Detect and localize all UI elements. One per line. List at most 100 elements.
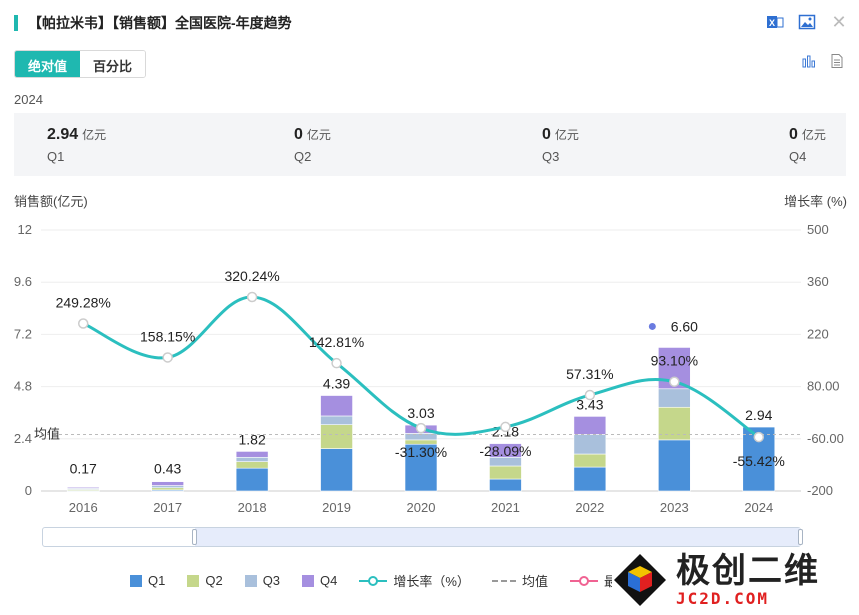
summary-value: 0 xyxy=(542,126,551,143)
summary-value: 0 xyxy=(294,126,303,143)
percentage-tab[interactable]: 百分比 xyxy=(80,51,146,77)
y2-tick-label: 220 xyxy=(807,326,829,341)
bar-segment-q2 xyxy=(573,453,607,468)
growth-point xyxy=(584,389,596,401)
x-tick-label: 2017 xyxy=(153,500,182,515)
growth-point xyxy=(500,421,511,433)
value-mode-toggle: 绝对值 百分比 xyxy=(14,50,147,78)
right-axis-title: 增长率 (%) xyxy=(784,194,847,209)
summary-quarter: Q4 xyxy=(789,149,807,164)
x-tick-label: 2024 xyxy=(744,500,773,515)
growth-label: -31.30% xyxy=(395,444,447,460)
growth-point xyxy=(331,357,342,369)
x-tick-label: 2016 xyxy=(69,500,98,515)
slider-right-handle[interactable] xyxy=(798,529,803,545)
summary-q4: 0 亿元 Q4 xyxy=(789,126,826,164)
x-tick-label: 2020 xyxy=(407,500,436,515)
bar-segment-q3 xyxy=(151,485,184,489)
x-tick-label: 2023 xyxy=(660,500,689,515)
legend-line-swatch xyxy=(569,575,598,587)
summary-quarter: Q3 xyxy=(542,149,560,164)
summary-unit: 亿元 xyxy=(306,128,331,142)
growth-label: 249.28% xyxy=(56,294,111,310)
x-tick-label: 2022 xyxy=(575,500,604,515)
y-tick-label: 7.2 xyxy=(14,326,32,341)
title-accent-bar xyxy=(14,15,18,31)
close-icon[interactable]: ✕ xyxy=(831,11,847,32)
y-tick-label: 12 xyxy=(18,222,32,237)
legend-average[interactable]: 均值 xyxy=(491,571,548,590)
bar-total-label: 0.43 xyxy=(154,461,181,477)
left-axis-title: 销售额(亿元) xyxy=(14,194,88,209)
growth-label: 320.24% xyxy=(224,268,279,284)
document-icon[interactable] xyxy=(829,53,845,69)
bar-chart-icon[interactable] xyxy=(801,53,817,69)
legend-label: 增长率（%） xyxy=(393,574,470,589)
slider-left-handle[interactable] xyxy=(192,529,197,545)
summary-q3: 0 亿元 Q3 xyxy=(542,126,579,164)
bar-segment-q1 xyxy=(489,478,522,492)
sales-trend-chart[interactable]: 0 2.4 4.8 7.2 9.6 12 -200 -60.00 80.00 220 360 500 2… xyxy=(0,215,859,520)
x-tick-label: 2021 xyxy=(491,500,520,515)
view-switcher xyxy=(801,53,845,69)
x-tick-label: 2019 xyxy=(322,500,351,515)
y-tick-label: 9.6 xyxy=(14,274,32,289)
bar-total-label: 6.60 xyxy=(671,318,698,334)
legend-swatch xyxy=(302,574,315,587)
legend-dash-swatch xyxy=(491,579,516,582)
summary-unit: 亿元 xyxy=(82,128,107,142)
legend-growth[interactable]: 增长率（%） xyxy=(359,571,470,590)
bar-total-label: 3.03 xyxy=(407,405,434,421)
absolute-value-tab[interactable]: 绝对值 xyxy=(15,51,81,77)
bar-segment-q4 xyxy=(573,416,607,435)
bar-segment-q1 xyxy=(320,448,353,492)
data-zoom-slider[interactable] xyxy=(42,527,803,547)
bar-segment-q4 xyxy=(320,395,353,417)
legend-q1[interactable]: Q1 xyxy=(130,573,165,588)
growth-point xyxy=(246,291,258,303)
legend-swatch xyxy=(130,574,142,587)
legend-q3[interactable]: Q3 xyxy=(244,573,281,588)
legend-label: Q1 xyxy=(148,573,166,588)
bar-total-label: 2.94 xyxy=(745,407,772,423)
y-tick-label: 4.8 xyxy=(14,379,32,394)
bar-total-label: 0.17 xyxy=(70,461,97,477)
bar-segment-q2 xyxy=(489,465,522,480)
bar-segment-q3 xyxy=(320,415,353,425)
bar-segment-q2 xyxy=(658,406,691,441)
bar-segment-q4 xyxy=(66,487,100,489)
summary-quarter: Q1 xyxy=(47,149,65,164)
bar-total-label: 1.82 xyxy=(238,431,265,447)
legend-label: Q3 xyxy=(262,573,281,588)
legend-max[interactable]: 最 xyxy=(569,571,617,590)
image-export-icon[interactable] xyxy=(797,12,817,32)
bar-segment-q3 xyxy=(658,388,691,408)
bar-segment-q3 xyxy=(573,434,607,455)
excel-export-icon[interactable]: X xyxy=(765,12,785,32)
year-label: 2024 xyxy=(14,92,43,107)
bar-segment-q4 xyxy=(489,443,522,458)
growth-point xyxy=(415,422,427,434)
bar-segment-q4 xyxy=(151,481,184,486)
slider-selected-range[interactable] xyxy=(195,528,800,546)
watermark-logo: 极创二维 JC2D.COM xyxy=(612,548,852,612)
y-tick-label: 2.4 xyxy=(14,431,32,446)
chart-header: 【帕拉米韦】【销售额】全国医院-年度趋势 xyxy=(14,12,292,34)
summary-q1: 2.94 亿元 Q1 xyxy=(47,126,106,164)
legend-q2[interactable]: Q2 xyxy=(187,573,223,588)
y2-tick-label: -200 xyxy=(807,483,833,498)
chart-legend: Q1 Q2 Q3 Q4 增长率（%） 均值 最 xyxy=(130,571,617,590)
y2-tick-label: -60.00 xyxy=(807,431,844,446)
growth-point xyxy=(162,352,173,363)
growth-label: 142.81% xyxy=(309,334,364,350)
legend-swatch xyxy=(244,574,257,587)
svg-text:X: X xyxy=(769,18,775,28)
bar-segment-q1 xyxy=(404,443,438,492)
bar-segment-q2 xyxy=(151,487,184,491)
growth-label: -55.42% xyxy=(733,453,785,469)
header-toolbar: X ✕ xyxy=(765,12,849,32)
growth-point xyxy=(753,431,765,443)
legend-line-swatch xyxy=(359,575,388,587)
cube-logo-icon xyxy=(612,552,668,608)
legend-q4[interactable]: Q4 xyxy=(302,573,337,588)
